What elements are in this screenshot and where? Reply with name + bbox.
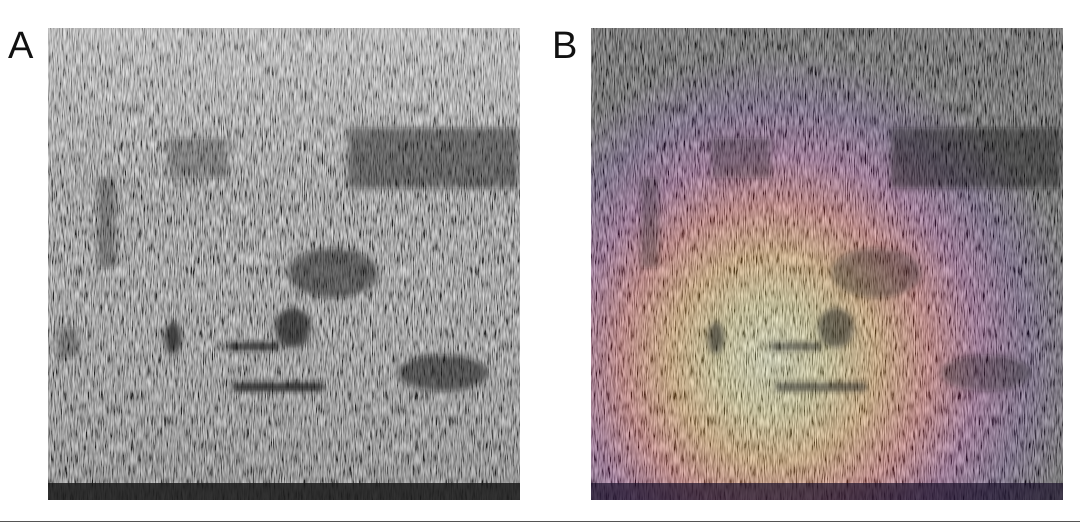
saliency-heatmap-image [591, 28, 1063, 500]
bottom-divider [0, 521, 1080, 522]
spectrogram-image [48, 28, 520, 500]
panel-b-label: B [552, 25, 578, 67]
panel-a-label: A [8, 25, 34, 67]
